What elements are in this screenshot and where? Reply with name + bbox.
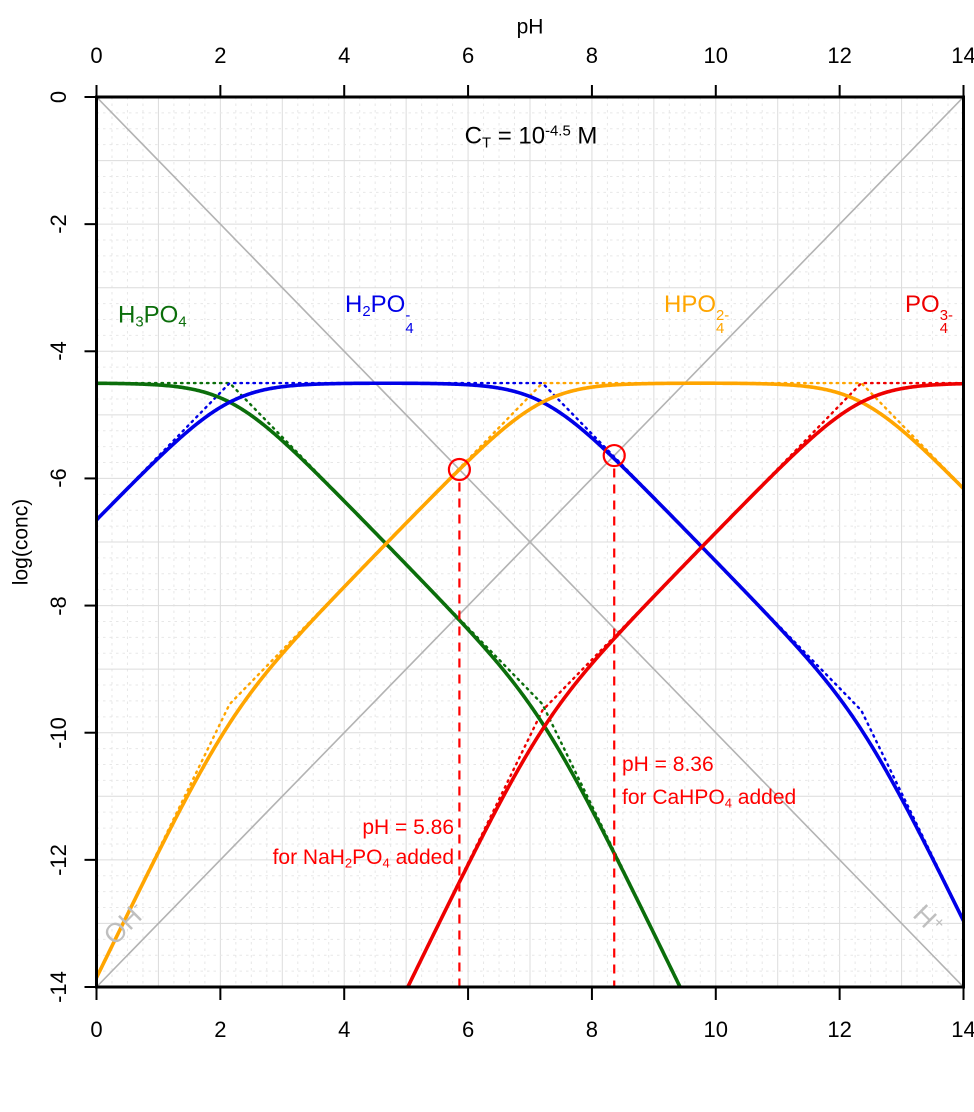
curve-H3PO4 bbox=[96, 381, 683, 987]
x-tick-label-top: 2 bbox=[214, 43, 227, 68]
asymptote-H3PO4 bbox=[96, 381, 682, 987]
species-label-h3po4: H3PO4 bbox=[118, 301, 187, 331]
x-tick-label-top: 0 bbox=[90, 43, 103, 68]
marker-circle bbox=[602, 443, 626, 468]
y-tick-label: -12 bbox=[46, 843, 71, 876]
x-tick-label-top: 6 bbox=[461, 43, 475, 68]
y-tick-label: -2 bbox=[46, 214, 71, 234]
x-tick-label-bottom: 10 bbox=[703, 1017, 729, 1042]
marker-circle bbox=[447, 457, 472, 482]
x-tick-label-bottom: 8 bbox=[585, 1017, 599, 1042]
y-tick-label: -10 bbox=[46, 716, 71, 749]
asymptote-PO4 3- bbox=[406, 381, 964, 987]
x-axis-title: pH bbox=[516, 15, 544, 39]
x-tick-label-bottom: 6 bbox=[461, 1017, 475, 1042]
y-tick-label: -4 bbox=[46, 341, 71, 362]
annotation-line: for CaHPO4 added bbox=[622, 786, 797, 811]
x-tick-label-top: 4 bbox=[338, 43, 351, 68]
curve-PO4 3- bbox=[405, 381, 964, 987]
asymptote-H2PO4- bbox=[96, 381, 964, 922]
annotation-line: pH = 8.36 bbox=[622, 753, 714, 776]
curve-H2PO4- bbox=[96, 381, 964, 923]
annotation-nah2po4: pH = 5.86 for NaH2PO4 added bbox=[273, 813, 454, 879]
y-axis-title: log(conc) bbox=[9, 498, 33, 586]
x-tick-label-top: 12 bbox=[827, 43, 852, 68]
species-label-po4: PO 3- 4 bbox=[905, 290, 953, 338]
y-tick-label: 0 bbox=[46, 90, 71, 104]
oh-minus-line bbox=[96, 97, 964, 987]
x-tick-label-bottom: 0 bbox=[90, 1017, 103, 1042]
axis-frame bbox=[95, 95, 965, 989]
species-label-hpo4: HPO 2- 4 bbox=[664, 290, 730, 338]
annotation-line: for NaH2PO4 added bbox=[272, 846, 454, 871]
x-tick-label-bottom: 14 bbox=[951, 1017, 974, 1042]
y-tick-label: -8 bbox=[46, 595, 71, 616]
x-tick-label-bottom: 4 bbox=[338, 1017, 351, 1042]
y-tick-label: -6 bbox=[46, 468, 71, 489]
x-tick-label-bottom: 12 bbox=[827, 1017, 852, 1042]
x-tick-label-top: 14 bbox=[951, 43, 974, 68]
curve-HPO4 2- bbox=[96, 381, 964, 980]
x-tick-label-bottom: 2 bbox=[214, 1017, 227, 1042]
x-tick-label-top: 8 bbox=[585, 43, 599, 68]
annotation-line: pH = 5.86 bbox=[362, 816, 454, 839]
annotation-cahpo4: pH = 8.36 for CaHPO4 added bbox=[622, 748, 796, 820]
x-tick-label-top: 10 bbox=[703, 43, 729, 68]
species-label-h2po4: H2PO -4 bbox=[345, 290, 414, 338]
y-tick-label: -14 bbox=[46, 971, 71, 1003]
plot-title: CT = 10-4.5 M bbox=[464, 122, 598, 152]
